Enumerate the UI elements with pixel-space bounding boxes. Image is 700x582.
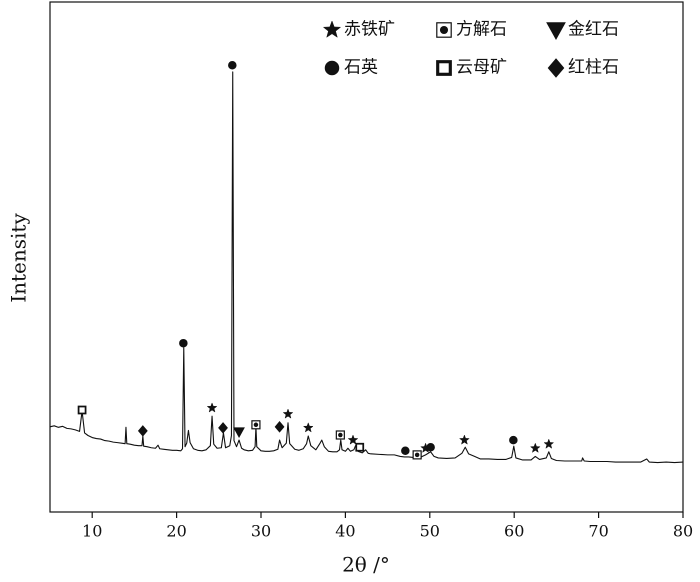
marker-square bbox=[77, 405, 87, 415]
marker-square bbox=[436, 60, 452, 76]
plot-frame bbox=[49, 1, 684, 513]
marker-calcite bbox=[335, 430, 345, 440]
marker-circle bbox=[324, 60, 340, 76]
marker-star bbox=[543, 438, 555, 449]
marker-triangle bbox=[546, 22, 566, 41]
marker-star bbox=[529, 442, 541, 453]
legend-label: 金红石 bbox=[568, 20, 619, 40]
marker-circle bbox=[509, 435, 518, 445]
legend-label: 石英 bbox=[344, 58, 378, 78]
marker-diamond bbox=[137, 425, 148, 437]
marker-calcite bbox=[436, 22, 452, 38]
marker-diamond bbox=[274, 421, 285, 433]
marker-circle bbox=[179, 338, 188, 348]
marker-diamond bbox=[218, 422, 228, 434]
marker-star bbox=[282, 408, 294, 419]
x-tick-label: 60 bbox=[504, 522, 524, 541]
x-axis-label: 2θ /° bbox=[342, 553, 390, 577]
legend-label: 云母矿 bbox=[456, 58, 507, 78]
marker-star bbox=[302, 422, 314, 433]
marker-diamond bbox=[547, 58, 565, 78]
marker-circle bbox=[426, 442, 435, 452]
marker-star bbox=[347, 434, 359, 445]
x-tick-label: 40 bbox=[335, 522, 355, 541]
x-tick-label: 30 bbox=[251, 522, 271, 541]
x-tick-label: 80 bbox=[673, 522, 693, 541]
x-tick-label: 20 bbox=[166, 522, 186, 541]
x-tick-label: 50 bbox=[420, 522, 440, 541]
marker-calcite bbox=[251, 420, 261, 430]
marker-triangle bbox=[233, 427, 245, 438]
y-axis-label: Intensity bbox=[7, 213, 31, 303]
legend-label: 赤铁矿 bbox=[344, 20, 395, 40]
marker-calcite bbox=[412, 450, 422, 460]
marker-circle bbox=[228, 60, 237, 70]
marker-star bbox=[322, 20, 342, 38]
xrd-line bbox=[49, 71, 684, 464]
marker-circle bbox=[401, 446, 410, 456]
legend-label: 方解石 bbox=[456, 20, 507, 40]
marker-star bbox=[458, 434, 470, 445]
marker-star bbox=[206, 402, 218, 413]
x-tick-label: 10 bbox=[82, 522, 102, 541]
legend-label: 红柱石 bbox=[568, 58, 619, 78]
x-tick-label: 70 bbox=[588, 522, 608, 541]
marker-square bbox=[355, 442, 365, 452]
